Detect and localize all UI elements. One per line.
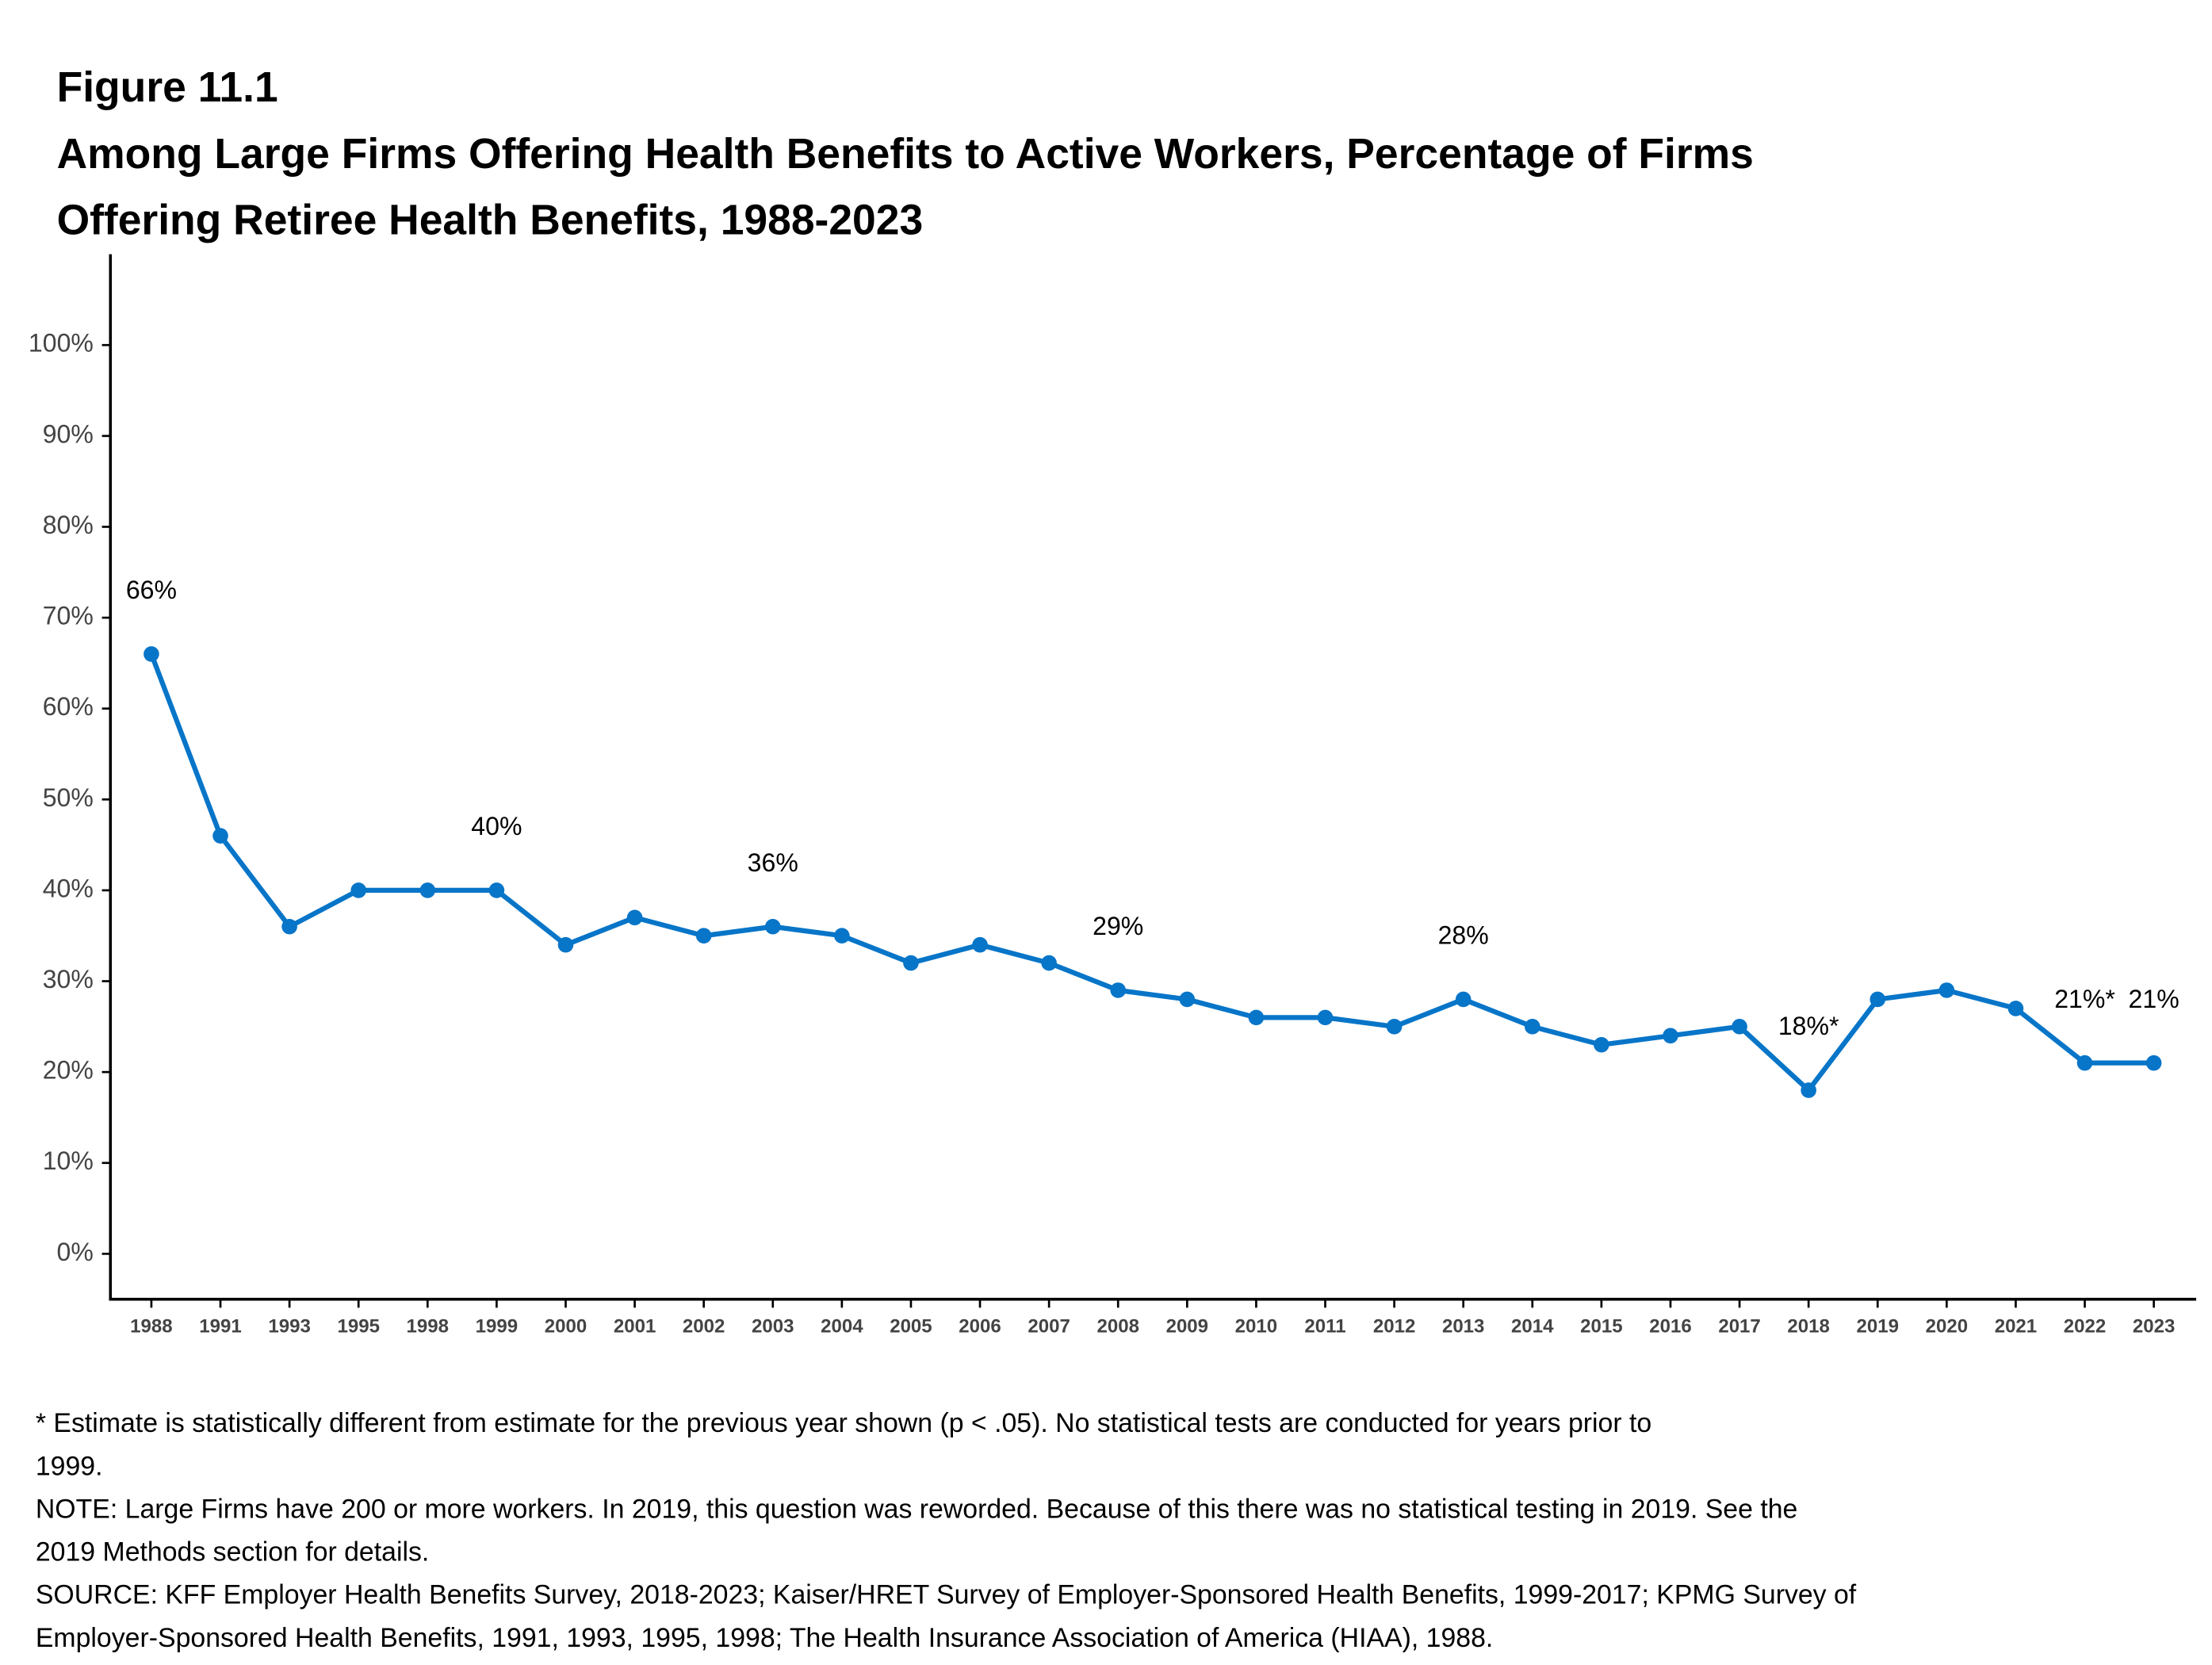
x-tick-label: 2009	[1166, 1316, 1208, 1338]
chart-title: Offering Retiree Health Benefits, 1988-2…	[57, 197, 924, 244]
point	[1663, 1028, 1678, 1044]
data-label: 40%	[471, 812, 522, 840]
point	[350, 882, 367, 898]
x-tick-label: 1993	[268, 1316, 310, 1338]
point	[2145, 1054, 2162, 1071]
point	[2007, 1001, 2024, 1016]
x-tick-label: 2008	[1096, 1316, 1139, 1338]
point	[1594, 1036, 1609, 1053]
footnote: 1999.	[36, 1451, 103, 1481]
x-tick-label: 2010	[1235, 1316, 1277, 1338]
x-tick-label: 2023	[2133, 1316, 2175, 1338]
point	[626, 909, 643, 926]
y-tick-label: 10%	[43, 1146, 94, 1175]
footnote: * Estimate is statistically different fr…	[36, 1408, 1651, 1438]
y-tick-label: 100%	[29, 329, 94, 358]
point	[1938, 982, 1955, 998]
figure-label: Figure 11.1	[57, 64, 278, 111]
x-tick-label: 2021	[1995, 1316, 2037, 1338]
y-tick-label: 20%	[43, 1056, 94, 1085]
point	[1317, 1009, 1334, 1026]
data-label: 28%	[1438, 921, 1489, 950]
data-label: 66%	[126, 576, 177, 604]
point	[2076, 1054, 2093, 1071]
data-label: 21%	[2129, 985, 2179, 1013]
x-tick-label: 2002	[683, 1316, 725, 1338]
x-tick-label: 2015	[1580, 1316, 1622, 1338]
point	[1041, 955, 1057, 971]
y-tick-label: 30%	[43, 965, 94, 993]
x-tick-label: 2001	[614, 1316, 656, 1338]
data-label: 21%*	[2054, 985, 2115, 1013]
x-tick-label: 2014	[1511, 1316, 1554, 1338]
y-tick-label: 0%	[57, 1238, 94, 1266]
point	[972, 936, 988, 953]
x-tick-label: 2012	[1373, 1316, 1415, 1338]
footnote: SOURCE: KFF Employer Health Benefits Sur…	[36, 1580, 1857, 1610]
point	[557, 936, 574, 953]
point	[1455, 991, 1471, 1008]
x-tick-label: 2004	[821, 1316, 863, 1338]
x-tick-label: 1988	[130, 1316, 172, 1338]
y-tick-label: 60%	[43, 692, 94, 721]
y-tick-label: 90%	[43, 419, 94, 448]
point	[1524, 1019, 1540, 1035]
x-tick-label: 2011	[1304, 1316, 1345, 1338]
data-label: 18%*	[1778, 1012, 1839, 1040]
point	[488, 882, 505, 898]
x-tick-label: 2016	[1649, 1316, 1691, 1338]
point	[1110, 982, 1127, 998]
data-label: 36%	[748, 848, 798, 877]
point	[1179, 991, 1196, 1008]
y-tick-label: 50%	[43, 783, 94, 812]
point	[1248, 1009, 1265, 1026]
footnote: Employer-Sponsored Health Benefits, 1991…	[36, 1623, 1493, 1653]
x-tick-label: 2020	[1926, 1316, 1968, 1338]
point	[419, 882, 436, 898]
x-tick-label: 2005	[890, 1316, 932, 1338]
x-tick-label: 2000	[545, 1316, 587, 1338]
x-tick-label: 2007	[1028, 1316, 1070, 1338]
x-tick-label: 1999	[476, 1316, 518, 1338]
point	[1732, 1019, 1747, 1035]
x-tick-label: 2022	[2064, 1316, 2106, 1338]
x-tick-label: 2003	[752, 1316, 794, 1338]
x-tick-label: 1995	[337, 1316, 379, 1338]
x-tick-label: 2017	[1718, 1316, 1760, 1338]
x-tick-label: 2013	[1442, 1316, 1484, 1338]
chart-title: Among Large Firms Offering Health Benefi…	[57, 131, 1754, 178]
point	[144, 646, 159, 662]
point	[281, 918, 297, 935]
point	[834, 928, 850, 944]
footnote: 2019 Methods section for details.	[36, 1537, 429, 1567]
x-tick-label: 2019	[1857, 1316, 1899, 1338]
y-tick-label: 80%	[43, 511, 94, 539]
point	[695, 928, 712, 944]
x-tick-label: 1998	[407, 1316, 449, 1338]
point	[1869, 991, 1886, 1008]
point	[1386, 1019, 1403, 1035]
line	[149, 653, 2154, 1093]
point	[764, 918, 781, 935]
point	[212, 828, 228, 844]
y-tick-label: 40%	[43, 874, 94, 902]
y-tick-label: 70%	[43, 602, 94, 630]
x-tick-label: 2006	[959, 1316, 1001, 1338]
point	[1801, 1082, 1816, 1098]
footnote: NOTE: Large Firms have 200 or more worke…	[36, 1494, 1797, 1524]
x-tick-label: 1991	[199, 1316, 241, 1338]
point	[903, 955, 919, 971]
data-label: 29%	[1093, 912, 1143, 940]
x-tick-label: 2018	[1787, 1316, 1829, 1338]
